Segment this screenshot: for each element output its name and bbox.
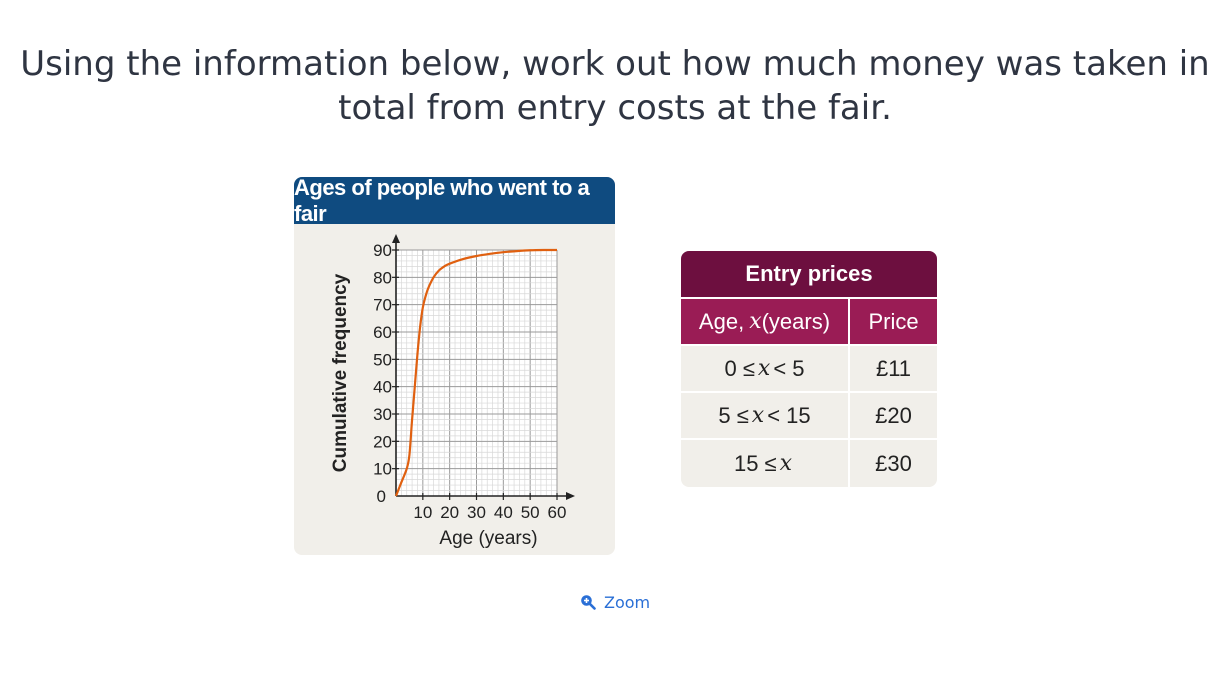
x-tick-label: 40 <box>494 503 513 522</box>
price-cell: £11 <box>875 355 912 381</box>
table-row: 15 ≤ x £30 <box>681 440 937 487</box>
question-line-1: Using the information below, work out ho… <box>20 44 1210 84</box>
x-tick-label: 10 <box>413 503 432 522</box>
origin-label: 0 <box>377 487 386 506</box>
x-axis-label: Age (years) <box>439 528 537 549</box>
header-price: Price <box>868 308 919 334</box>
y-tick-label: 60 <box>373 323 392 342</box>
age-range-cell: 15 ≤ x <box>681 440 850 487</box>
range-var: x <box>779 451 793 476</box>
header-age-prefix: Age, <box>698 308 745 334</box>
y-tick-label: 10 <box>373 460 392 479</box>
header-age-suffix: (years) <box>761 308 831 334</box>
y-axis-label: Cumulative frequency <box>330 273 351 472</box>
header-age: Age, x (years) <box>681 299 850 344</box>
range-left: 0 ≤ <box>724 355 755 381</box>
x-tick-label: 50 <box>521 503 540 522</box>
entry-prices-table: Entry prices Age, x (years) Price 0 ≤ x … <box>681 251 937 487</box>
header-age-var: x <box>749 309 762 334</box>
cumulative-frequency-curve <box>394 248 558 497</box>
zoom-in-icon <box>581 595 596 610</box>
zoom-button[interactable]: Zoom <box>580 590 650 614</box>
price-cell: £20 <box>875 402 912 428</box>
age-range-cell: 5 ≤ x < 15 <box>681 393 850 438</box>
price-cell: £30 <box>875 450 912 476</box>
chart-card: Ages of people who went to a fair 10 20 30… <box>294 177 615 555</box>
x-axis-arrow <box>566 492 575 500</box>
y-tick-label: 20 <box>373 432 392 451</box>
table-header-row: Age, x (years) Price <box>681 299 937 346</box>
range-left: 15 ≤ <box>733 450 777 476</box>
question-line-2: total from entry costs at the fair. <box>338 88 892 128</box>
cumulative-frequency-chart: 10 20 30 40 50 60 70 80 90 10 20 30 40 50 60 0 Age (year… <box>330 234 575 549</box>
range-var: x <box>751 403 765 428</box>
table-row: 5 ≤ x < 15 £20 <box>681 393 937 440</box>
range-right: < 15 <box>767 402 811 428</box>
y-tick-label: 70 <box>373 296 392 315</box>
x-tick-label: 30 <box>467 503 486 522</box>
age-range-cell: 0 ≤ x < 5 <box>681 346 850 391</box>
zoom-label: Zoom <box>604 592 651 612</box>
y-tick-label: 30 <box>373 405 392 424</box>
x-tick-label: 60 <box>548 503 567 522</box>
chart-title: Ages of people who went to a fair <box>294 177 615 226</box>
range-right: < 5 <box>773 355 805 381</box>
y-tick-label: 90 <box>373 241 392 260</box>
question-text: Using the information below, work out ho… <box>20 42 1210 130</box>
table-row: 0 ≤ x < 5 £11 <box>681 346 937 393</box>
y-tick-label: 80 <box>373 268 392 287</box>
x-tick-label: 20 <box>440 503 459 522</box>
y-axis-arrow <box>392 234 400 243</box>
range-var: x <box>757 356 771 381</box>
y-tick-label: 40 <box>373 378 392 397</box>
range-left: 5 ≤ <box>718 402 749 428</box>
y-tick-label: 50 <box>373 350 392 369</box>
table-title: Entry prices <box>681 251 937 299</box>
